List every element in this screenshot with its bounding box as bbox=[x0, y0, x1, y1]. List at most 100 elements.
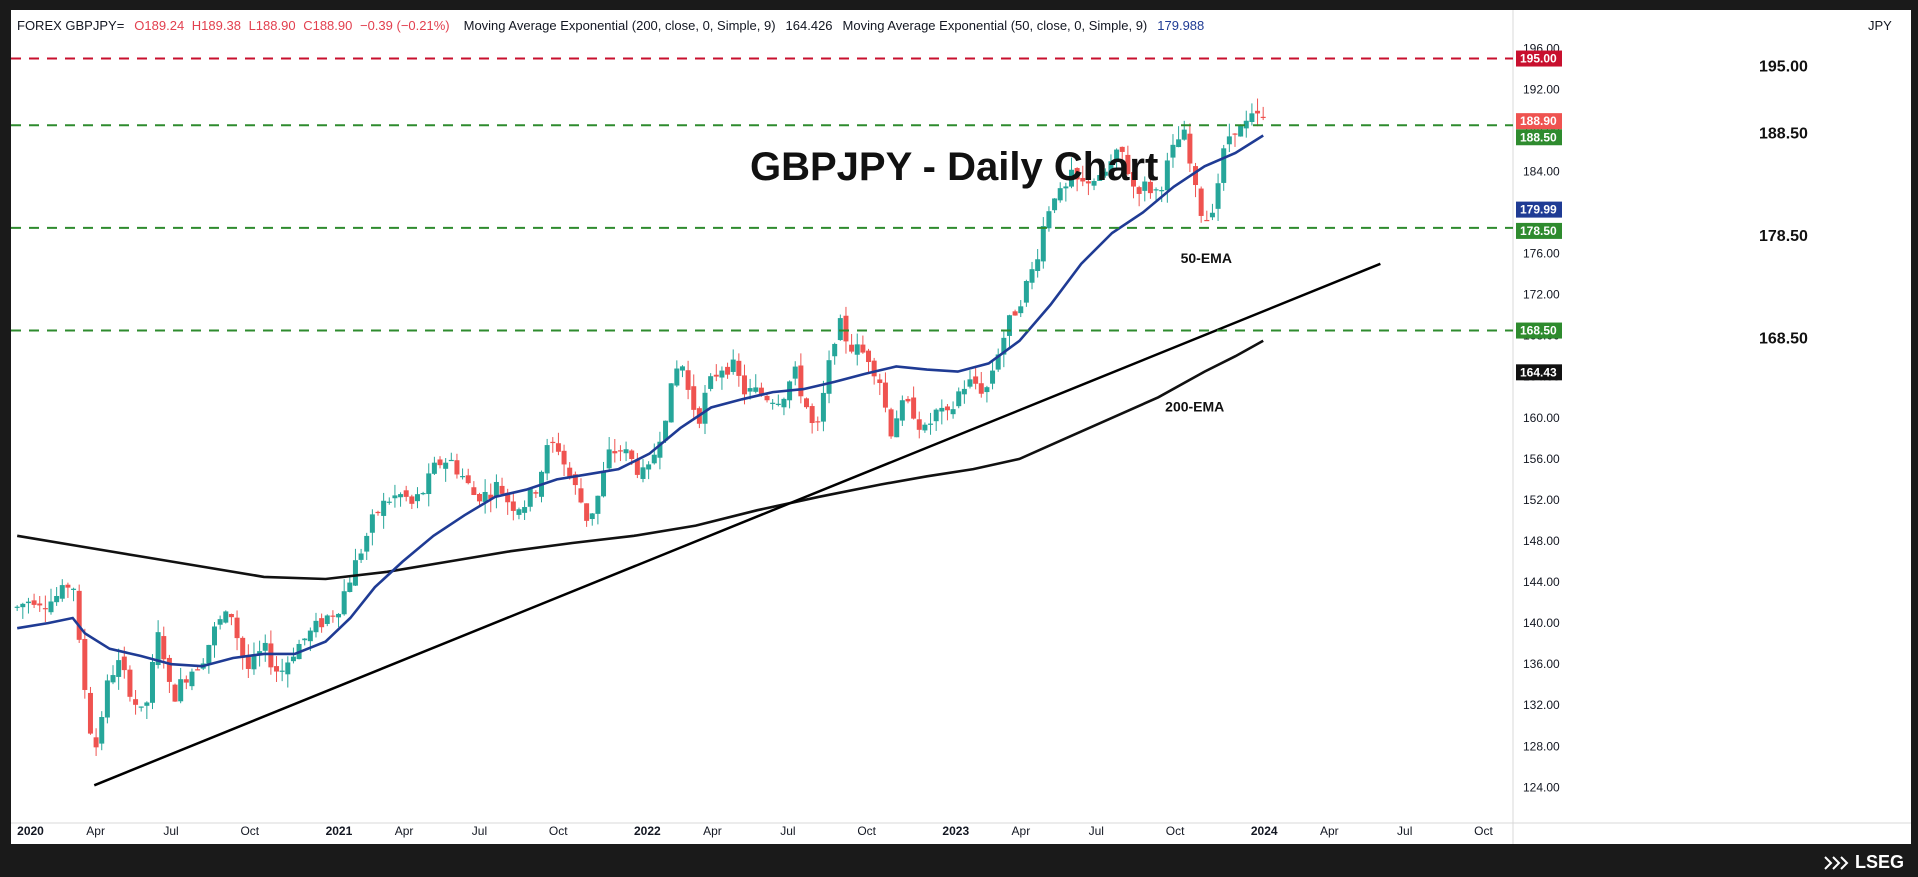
candle-body bbox=[736, 360, 742, 376]
candle-body bbox=[646, 464, 652, 470]
candle-body bbox=[984, 387, 990, 393]
candle-body bbox=[522, 507, 528, 513]
candle-body bbox=[1209, 212, 1215, 218]
candle-body bbox=[1102, 171, 1108, 176]
candle-body bbox=[20, 603, 26, 608]
ema200-legend-value: 164.426 bbox=[785, 17, 833, 33]
x-tick-label: Apr bbox=[86, 824, 105, 838]
candle-body bbox=[702, 392, 708, 424]
symbol-label[interactable]: FOREX GBPJPY= bbox=[17, 17, 125, 33]
candle-body bbox=[843, 315, 849, 342]
candle-body bbox=[307, 630, 313, 642]
currency-label: JPY bbox=[1868, 18, 1892, 33]
candle-body bbox=[1046, 211, 1052, 229]
candle-body bbox=[1204, 219, 1210, 222]
change-value: −0.39 (−0.21%) bbox=[359, 17, 450, 33]
candle-body bbox=[860, 344, 866, 353]
candle-body bbox=[899, 400, 905, 421]
candle-body bbox=[48, 601, 54, 613]
candle-body bbox=[302, 638, 308, 641]
ema200-legend[interactable]: Moving Average Exponential (200, close, … bbox=[463, 17, 776, 33]
candle-body bbox=[234, 617, 240, 639]
candle-body bbox=[708, 376, 714, 389]
price-chart[interactable]: 124.00 128.00 132.00 136.00 140.00 144.00 148.… bbox=[11, 10, 1911, 844]
x-tick-label: Apr bbox=[703, 824, 722, 838]
candle-body bbox=[42, 608, 48, 610]
x-tick-label: Jul bbox=[472, 824, 487, 838]
brand-label: LSEG bbox=[1854, 852, 1904, 872]
y-tick-label: 148.00 bbox=[1523, 534, 1560, 548]
candle-body bbox=[313, 620, 319, 633]
candle-body bbox=[245, 656, 251, 669]
candle-body bbox=[476, 494, 482, 502]
candle-body bbox=[516, 509, 522, 515]
candle-body bbox=[1142, 181, 1148, 191]
candle-body bbox=[606, 449, 612, 469]
candle-body bbox=[1147, 181, 1153, 194]
candle-body bbox=[916, 419, 922, 430]
chart-panel[interactable]: 124.00 128.00 132.00 136.00 140.00 144.00 148.… bbox=[11, 10, 1911, 844]
open-value: O189.24 bbox=[134, 17, 185, 33]
candle-body bbox=[398, 494, 404, 498]
y-tick-label: 160.00 bbox=[1523, 411, 1560, 425]
candle-body bbox=[414, 494, 420, 502]
candle-body bbox=[544, 445, 550, 474]
ema50-legend[interactable]: Moving Average Exponential (50, close, 0… bbox=[842, 17, 1148, 33]
candle-body bbox=[336, 613, 342, 618]
candle-body bbox=[319, 618, 325, 628]
y-tick-label: 132.00 bbox=[1523, 698, 1560, 712]
candle-body bbox=[651, 454, 657, 464]
candle-body bbox=[595, 495, 601, 514]
candle-body bbox=[950, 409, 956, 415]
candle-body bbox=[758, 387, 764, 395]
candle-body bbox=[922, 424, 928, 431]
candle-body bbox=[71, 588, 77, 590]
y-tick-label: 124.00 bbox=[1523, 780, 1560, 794]
candle-body bbox=[285, 662, 291, 675]
candle-body bbox=[426, 473, 432, 495]
level-label-178.50: 178.50 bbox=[1759, 228, 1808, 245]
candle-body bbox=[149, 661, 155, 703]
candle-body bbox=[510, 501, 516, 511]
candle-body bbox=[589, 513, 595, 520]
candle-body bbox=[815, 421, 821, 423]
candle-body bbox=[1085, 181, 1091, 184]
x-tick-label: 2023 bbox=[942, 824, 969, 838]
candle-body bbox=[882, 382, 888, 408]
candle-body bbox=[820, 392, 826, 422]
trendline bbox=[93, 262, 1381, 787]
candle-body bbox=[1221, 148, 1227, 183]
x-tick-label: 2022 bbox=[634, 824, 661, 838]
candle-body bbox=[612, 451, 618, 454]
y-tick-label: 144.00 bbox=[1523, 575, 1560, 589]
candle-body bbox=[871, 360, 877, 377]
candle-body bbox=[584, 503, 590, 521]
ohlc-values: O189.24 H189.38 L188.90 C188.90 −0.39 (−… bbox=[134, 18, 453, 33]
y-tick-label: 192.00 bbox=[1523, 82, 1560, 96]
candle-body bbox=[928, 423, 934, 425]
candle-body bbox=[1170, 144, 1176, 158]
candle-body bbox=[403, 490, 409, 497]
candle-body bbox=[961, 388, 967, 395]
candle-body bbox=[54, 596, 60, 603]
candle-body bbox=[956, 391, 962, 407]
lseg-emblem-icon bbox=[1824, 855, 1849, 870]
candle-body bbox=[87, 692, 93, 734]
candle-body bbox=[110, 675, 116, 683]
candle-body bbox=[347, 582, 353, 593]
candle-body bbox=[803, 398, 809, 408]
x-tick-label: Oct bbox=[240, 824, 259, 838]
candle-body bbox=[1187, 133, 1193, 164]
x-tick-label: 2021 bbox=[326, 824, 353, 838]
candle-body bbox=[1035, 259, 1041, 271]
candle-body bbox=[127, 669, 133, 697]
candle-body bbox=[601, 472, 607, 497]
candle-body bbox=[1097, 175, 1103, 181]
candle-body bbox=[668, 383, 674, 423]
candle-body bbox=[352, 560, 358, 586]
candle-body bbox=[1136, 187, 1142, 194]
candle-body bbox=[172, 684, 178, 702]
candle-body bbox=[274, 666, 280, 672]
candle-body bbox=[1006, 315, 1012, 336]
candle-body bbox=[65, 584, 71, 588]
